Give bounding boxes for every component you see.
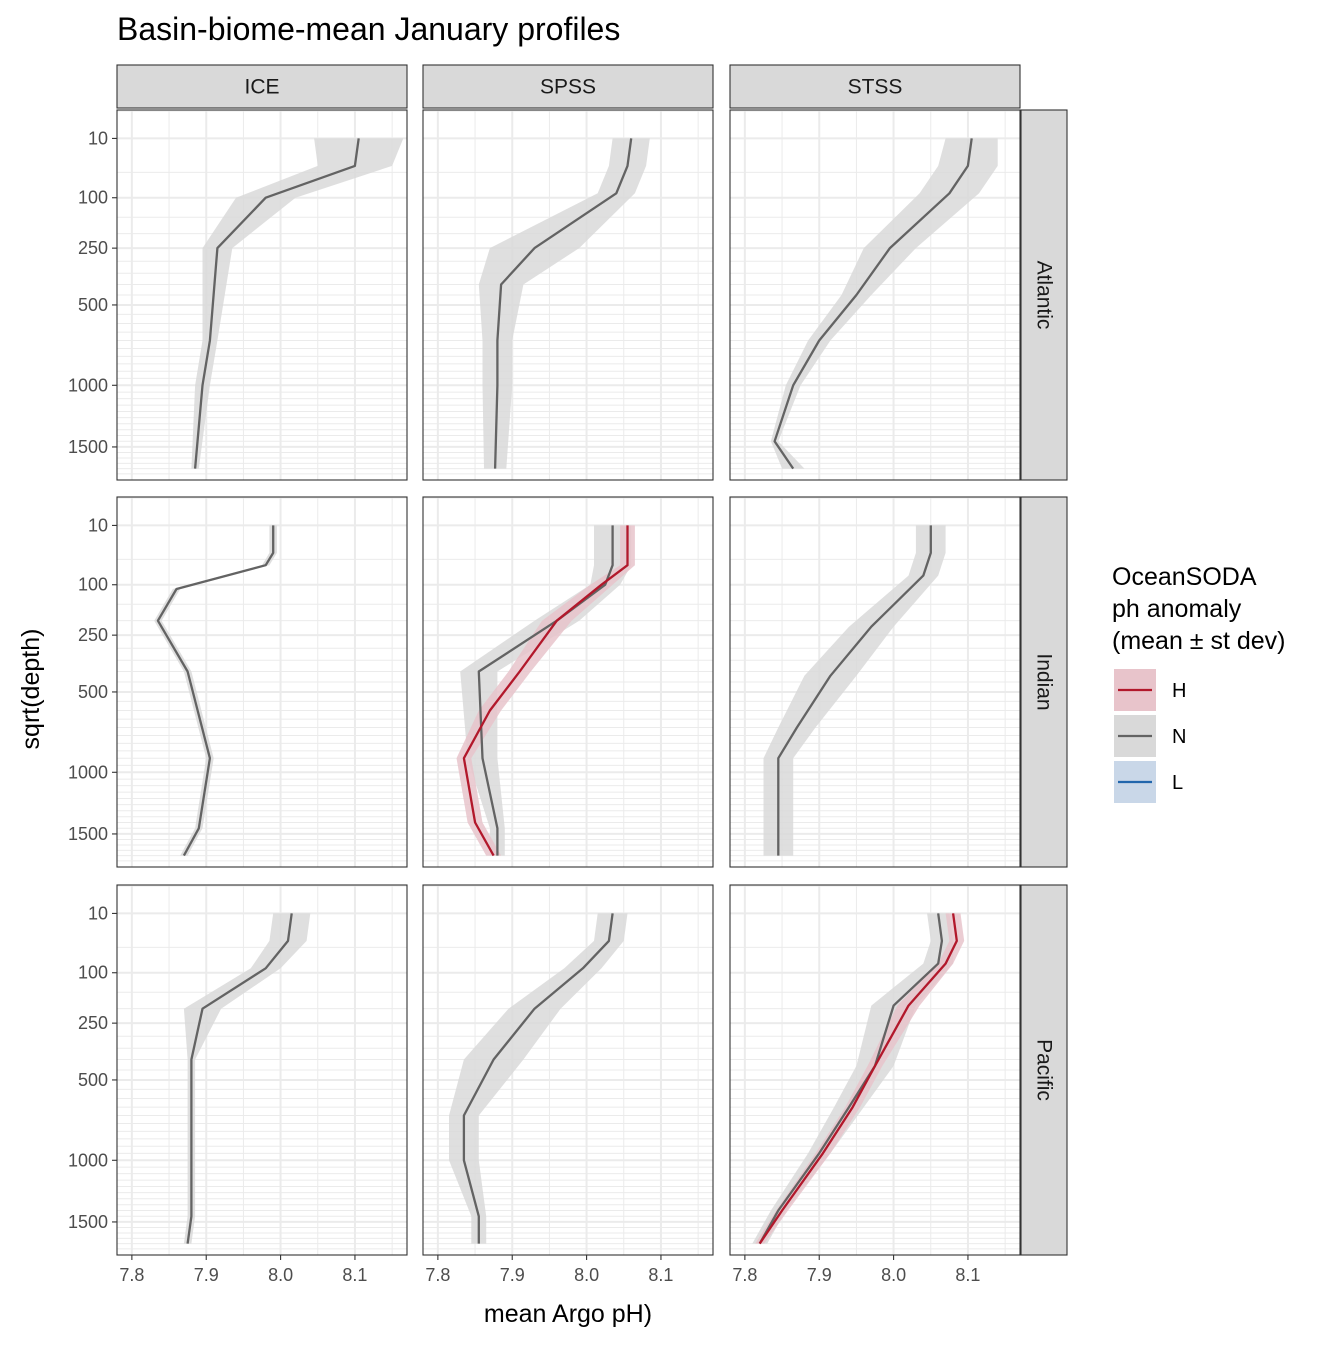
panels-layer: ICE SPSS STSS Atlantic Indian Pacific 10 100 250… [68, 64, 1068, 1285]
panel-pacific-ice [117, 885, 407, 1255]
y-tick-label: 1000 [68, 762, 108, 782]
x-tick-label: 8.0 [881, 1265, 906, 1285]
line-N [777, 525, 932, 856]
row-strip-pacific [1020, 884, 1068, 1256]
row-strip-label: Pacific [1033, 1039, 1056, 1101]
x-tick-label: 7.9 [500, 1265, 525, 1285]
panel-series-indian-stss [763, 525, 946, 856]
legend-label-L: L [1172, 772, 1183, 794]
line-N [462, 913, 614, 1244]
y-tick-label: 1000 [68, 1150, 108, 1170]
legend: OceanSODA ph anomaly (mean ± st dev) H N L [1112, 563, 1286, 803]
line-N [477, 525, 614, 856]
legend-title-line: OceanSODA [1112, 563, 1257, 591]
panel-border [729, 884, 1021, 1256]
x-tick-label: 7.8 [732, 1265, 757, 1285]
ribbon-N [183, 913, 311, 1244]
line-N [493, 138, 633, 469]
column-strip-ice [116, 64, 408, 109]
line-N [156, 525, 275, 857]
y-tick-label: 10 [88, 128, 108, 148]
panel-series-atlantic-stss [770, 138, 998, 470]
y-tick-label: 500 [78, 1070, 108, 1090]
row-strip-atlantic [1020, 109, 1068, 481]
ribbon-N [460, 525, 632, 856]
x-tick-label: 7.9 [194, 1265, 219, 1285]
y-tick-label: 1500 [68, 824, 108, 844]
column-strip-label: ICE [244, 76, 279, 99]
panel-atlantic-spss [423, 110, 713, 480]
line-N [773, 138, 973, 470]
x-tick-label: 8.1 [342, 1265, 367, 1285]
chart-title: Basin-biome-mean January profiles [117, 11, 620, 47]
panel-series-pacific-stss [752, 913, 965, 1245]
y-tick-label: 250 [78, 1013, 108, 1033]
panel-border [422, 496, 714, 868]
column-strip-label: SPSS [540, 76, 596, 99]
panel-border [729, 496, 1021, 868]
x-tick-label: 8.0 [268, 1265, 293, 1285]
ribbon-H [755, 913, 965, 1244]
y-tick-label: 250 [78, 625, 108, 645]
line-N [193, 138, 360, 469]
row-strip-indian [1020, 496, 1068, 868]
y-tick-label: 100 [78, 575, 108, 595]
ribbon-N [763, 525, 946, 856]
y-tick-label: 1500 [68, 1212, 108, 1232]
y-tick-label: 250 [78, 238, 108, 258]
x-axis-title: mean Argo pH) [484, 1300, 652, 1328]
row-strip-label: Indian [1033, 653, 1056, 710]
y-tick-label: 1000 [68, 375, 108, 395]
row-strip-label: Atlantic [1033, 261, 1056, 330]
line-H [758, 913, 958, 1245]
column-strip-stss [729, 64, 1021, 109]
legend-title-line: ph anomaly [1112, 595, 1242, 623]
y-tick-label: 10 [88, 515, 108, 535]
x-tick-label: 7.8 [425, 1265, 450, 1285]
y-tick-label: 500 [78, 682, 108, 702]
panel-series-atlantic-spss [478, 138, 650, 469]
y-tick-label: 100 [78, 963, 108, 983]
y-tick-label: 500 [78, 295, 108, 315]
panel-series-pacific-ice [183, 913, 311, 1244]
panel-series-indian-spss [456, 525, 635, 857]
x-tick-label: 8.1 [648, 1265, 673, 1285]
y-tick-label: 10 [88, 903, 108, 923]
panel-border [116, 109, 408, 481]
panel-indian-ice [117, 497, 407, 867]
x-tick-label: 8.0 [574, 1265, 599, 1285]
x-tick-label: 7.9 [807, 1265, 832, 1285]
column-strip-label: STSS [848, 76, 903, 99]
x-tick-label: 8.1 [955, 1265, 980, 1285]
column-strip-spss [422, 64, 714, 109]
line-N [186, 913, 293, 1244]
panel-border [422, 884, 714, 1256]
panel-border [422, 109, 714, 481]
y-tick-label: 1500 [68, 437, 108, 457]
x-tick-label: 7.8 [119, 1265, 144, 1285]
line-H [462, 525, 629, 857]
panel-series-atlantic-ice [191, 138, 404, 469]
panel-border [116, 496, 408, 868]
panel-pacific-stss [730, 885, 1020, 1255]
panel-border [729, 109, 1021, 481]
ribbon-N [770, 138, 998, 469]
panel-series-pacific-spss [449, 913, 628, 1244]
legend-label-N: N [1172, 726, 1186, 748]
legend-label-H: H [1172, 680, 1186, 702]
y-tick-label: 100 [78, 188, 108, 208]
panel-series-indian-ice [154, 525, 277, 857]
panel-border [116, 884, 408, 1256]
legend-title-line: (mean ± st dev) [1112, 627, 1286, 655]
y-axis-title: sqrt(depth) [17, 629, 45, 750]
